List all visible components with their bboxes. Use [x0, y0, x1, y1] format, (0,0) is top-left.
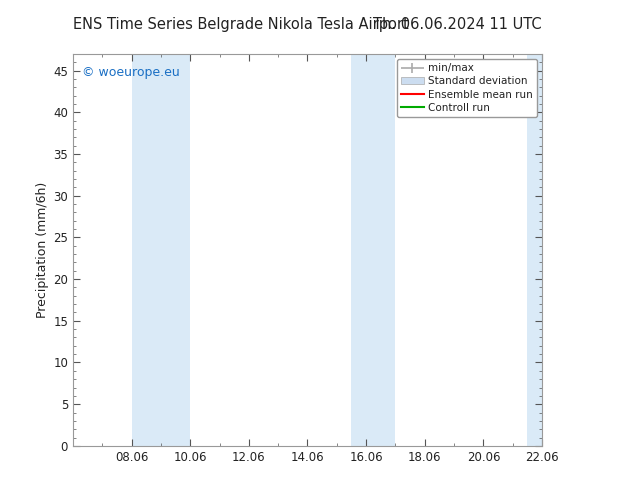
Bar	[527, 54, 543, 446]
Legend: min/max, Standard deviation, Ensemble mean run, Controll run: min/max, Standard deviation, Ensemble me…	[397, 59, 537, 117]
Y-axis label: Precipitation (mm/6h): Precipitation (mm/6h)	[36, 182, 49, 318]
Text: ENS Time Series Belgrade Nikola Tesla Airport: ENS Time Series Belgrade Nikola Tesla Ai…	[73, 17, 409, 32]
Bar	[351, 54, 396, 446]
Text: © woeurope.eu: © woeurope.eu	[82, 66, 180, 79]
Text: Th. 06.06.2024 11 UTC: Th. 06.06.2024 11 UTC	[373, 17, 542, 32]
Bar	[132, 54, 190, 446]
